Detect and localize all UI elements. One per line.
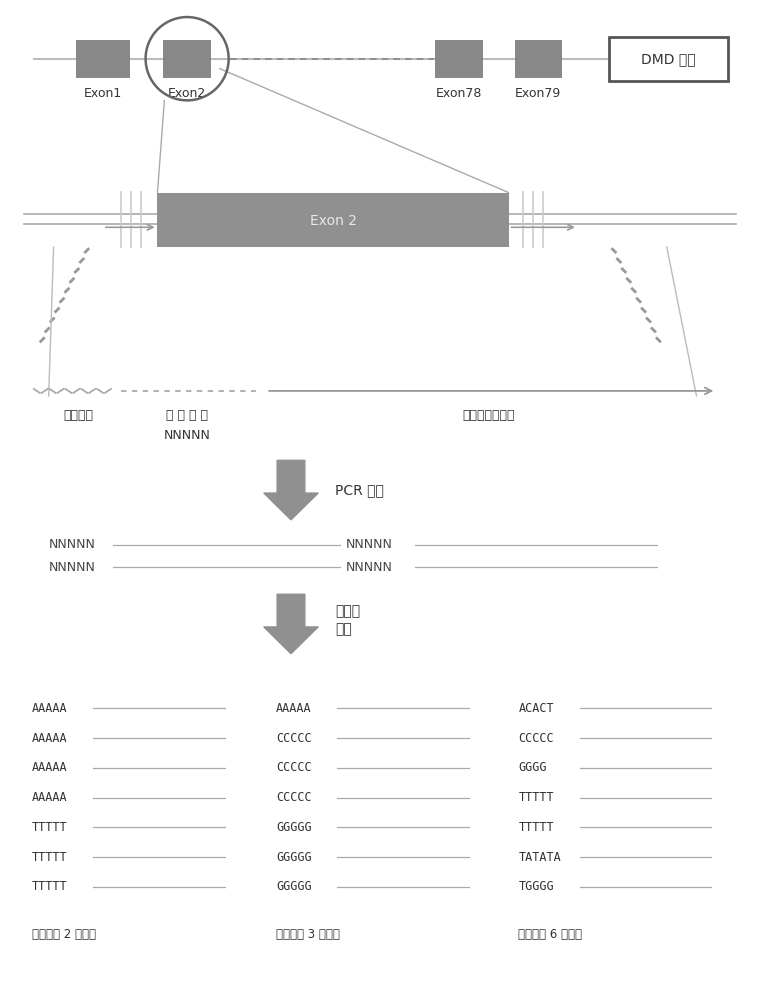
Text: TTTTT: TTTTT <box>32 880 68 893</box>
Text: TGGGG: TGGGG <box>518 880 554 893</box>
Text: CCCCC: CCCCC <box>276 732 312 745</box>
Text: ACACT: ACACT <box>518 702 554 715</box>
Text: NNNNN: NNNNN <box>49 561 96 574</box>
Text: TTTTT: TTTTT <box>518 791 554 804</box>
Text: CCCCC: CCCCC <box>276 761 312 774</box>
Text: 只计算为 3 种标签: 只计算为 3 种标签 <box>276 928 340 941</box>
Text: 只计算为 2 种标签: 只计算为 2 种标签 <box>32 928 96 941</box>
Bar <box>157 193 509 247</box>
Bar <box>163 40 211 78</box>
Text: DMD 基因: DMD 基因 <box>641 52 696 66</box>
Text: Exon79: Exon79 <box>515 87 562 100</box>
Text: Exon78: Exon78 <box>436 87 482 100</box>
Text: Exon1: Exon1 <box>84 87 122 100</box>
Text: 测序与: 测序与 <box>335 604 361 618</box>
Text: NNNNN: NNNNN <box>49 538 96 551</box>
Bar <box>76 40 131 78</box>
Text: AAAAA: AAAAA <box>32 761 68 774</box>
Text: GGGGG: GGGGG <box>276 851 312 864</box>
Text: GGGG: GGGG <box>518 761 547 774</box>
Text: TTTTT: TTTTT <box>32 851 68 864</box>
Polygon shape <box>264 460 318 520</box>
Text: AAAAA: AAAAA <box>32 732 68 745</box>
Polygon shape <box>264 594 318 654</box>
Text: NNNNN: NNNNN <box>164 429 210 442</box>
Text: AAAAA: AAAAA <box>276 702 312 715</box>
Text: NNNNN: NNNNN <box>345 561 392 574</box>
Text: AAAAA: AAAAA <box>32 791 68 804</box>
Text: 随 机 序 列: 随 机 序 列 <box>166 409 208 422</box>
Text: AAAAA: AAAAA <box>32 702 68 715</box>
Text: NNNNN: NNNNN <box>345 538 392 551</box>
Text: TATATA: TATATA <box>518 851 561 864</box>
Text: CCCCC: CCCCC <box>276 791 312 804</box>
Text: PCR 扩增: PCR 扩增 <box>335 483 384 497</box>
Text: GGGGG: GGGGG <box>276 821 312 834</box>
Text: 特异性引物序列: 特异性引物序列 <box>462 409 515 422</box>
Text: GGGGG: GGGGG <box>276 880 312 893</box>
Bar <box>609 37 728 81</box>
Bar <box>436 40 483 78</box>
Text: CCCCC: CCCCC <box>518 732 554 745</box>
Text: Exon 2: Exon 2 <box>310 214 357 228</box>
Text: TTTTT: TTTTT <box>518 821 554 834</box>
Bar <box>515 40 562 78</box>
Text: Exon2: Exon2 <box>168 87 206 100</box>
Text: 通用序列: 通用序列 <box>63 409 93 422</box>
Text: 比对: 比对 <box>335 622 352 636</box>
Text: 只计算为 6 种标签: 只计算为 6 种标签 <box>518 928 582 941</box>
Text: TTTTT: TTTTT <box>32 821 68 834</box>
